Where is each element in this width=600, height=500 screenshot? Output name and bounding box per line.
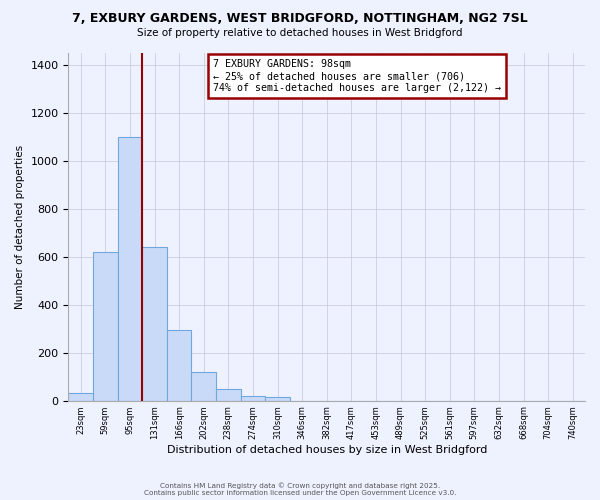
- Text: Size of property relative to detached houses in West Bridgford: Size of property relative to detached ho…: [137, 28, 463, 38]
- Bar: [216, 388, 241, 400]
- X-axis label: Distribution of detached houses by size in West Bridgford: Distribution of detached houses by size …: [167, 445, 487, 455]
- Bar: [68, 394, 93, 400]
- Bar: [265, 397, 290, 400]
- Text: Contains HM Land Registry data © Crown copyright and database right 2025.: Contains HM Land Registry data © Crown c…: [160, 482, 440, 489]
- Bar: [241, 396, 265, 400]
- Bar: [167, 330, 191, 400]
- Text: 7 EXBURY GARDENS: 98sqm
← 25% of detached houses are smaller (706)
74% of semi-d: 7 EXBURY GARDENS: 98sqm ← 25% of detache…: [213, 60, 501, 92]
- Bar: [118, 136, 142, 400]
- Text: 7, EXBURY GARDENS, WEST BRIDGFORD, NOTTINGHAM, NG2 7SL: 7, EXBURY GARDENS, WEST BRIDGFORD, NOTTI…: [72, 12, 528, 26]
- Bar: [142, 247, 167, 400]
- Text: Contains public sector information licensed under the Open Government Licence v3: Contains public sector information licen…: [144, 490, 456, 496]
- Bar: [191, 372, 216, 400]
- Y-axis label: Number of detached properties: Number of detached properties: [15, 144, 25, 308]
- Bar: [93, 252, 118, 400]
